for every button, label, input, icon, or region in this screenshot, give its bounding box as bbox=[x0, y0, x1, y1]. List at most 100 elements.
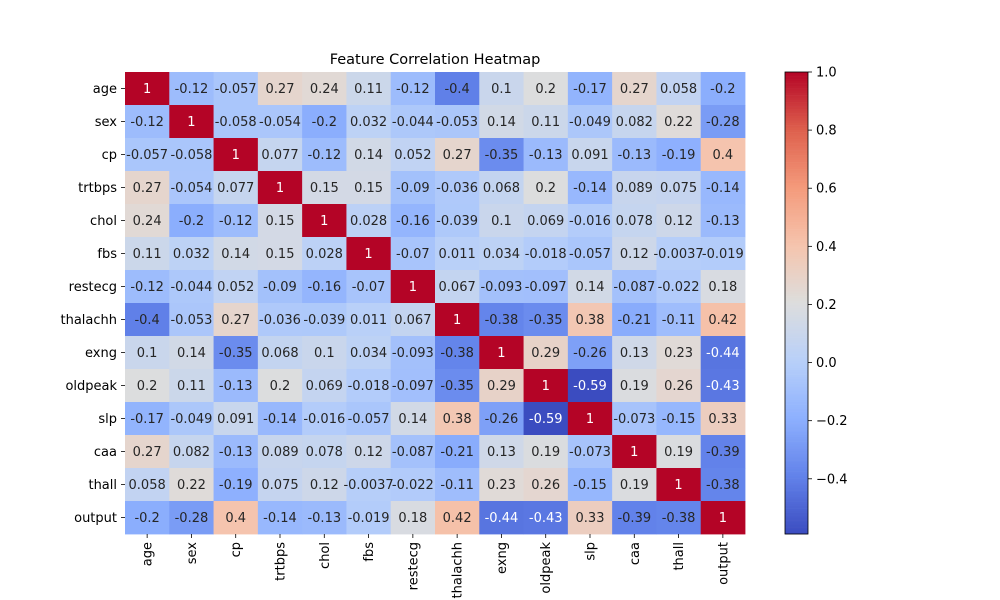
colorbar-segment bbox=[785, 171, 808, 174]
colorbar-segment bbox=[785, 346, 808, 350]
colorbar-segment bbox=[785, 379, 808, 382]
cell-annotation: 0.1 bbox=[137, 346, 158, 361]
cell-annotation: 0.12 bbox=[664, 214, 693, 229]
heatmap-cell bbox=[700, 501, 746, 535]
cell-annotation: 1 bbox=[453, 313, 461, 328]
colorbar-segment bbox=[785, 215, 808, 218]
cell-annotation: 0.052 bbox=[394, 148, 431, 163]
heatmap-cell bbox=[435, 138, 480, 172]
heatmap-cell bbox=[656, 369, 702, 403]
colorbar-segment bbox=[785, 344, 808, 348]
cell-annotation: 0.068 bbox=[261, 346, 298, 361]
colorbar-segment bbox=[785, 266, 808, 269]
cell-annotation: -0.35 bbox=[485, 148, 519, 163]
heatmap-cell bbox=[479, 435, 524, 469]
cell-annotation: -0.2 bbox=[312, 115, 337, 130]
cell-annotation: 0.14 bbox=[487, 115, 516, 130]
cell-annotation: -0.054 bbox=[259, 115, 301, 130]
colorbar-outline bbox=[784, 71, 809, 535]
heatmap-cell bbox=[656, 138, 702, 172]
y-tick-label: restecg bbox=[69, 280, 117, 295]
colorbar-segment bbox=[785, 159, 808, 163]
colorbar-segment bbox=[785, 189, 808, 193]
heatmap-cell bbox=[612, 303, 657, 337]
heatmap-cell bbox=[523, 402, 569, 436]
colorbar-segment bbox=[785, 106, 808, 110]
heatmap-cell bbox=[257, 270, 303, 304]
heatmap-cell bbox=[479, 105, 524, 139]
chart-title: Feature Correlation Heatmap bbox=[330, 52, 541, 68]
colorbar-segment bbox=[785, 134, 808, 137]
cell-annotation: 0.052 bbox=[217, 280, 254, 295]
heatmap-cell bbox=[169, 369, 214, 403]
heatmap-cell bbox=[257, 336, 303, 370]
heatmap-cell bbox=[567, 336, 613, 370]
colorbar-segment bbox=[785, 455, 808, 459]
heatmap-cell bbox=[656, 105, 702, 139]
colorbar-segment bbox=[785, 272, 808, 276]
colorbar-segment bbox=[785, 132, 808, 135]
cell-annotation: 0.26 bbox=[664, 379, 693, 394]
colorbar-segment bbox=[785, 328, 808, 332]
heatmap-cell bbox=[390, 402, 436, 436]
heatmap-cell bbox=[567, 138, 613, 172]
colorbar-segment bbox=[785, 503, 808, 507]
cell-annotation: 0.12 bbox=[354, 445, 383, 460]
colorbar-segment bbox=[785, 224, 808, 228]
heatmap-cell bbox=[523, 138, 569, 172]
heatmap-cell bbox=[302, 237, 347, 271]
heatmap-cell bbox=[523, 501, 569, 535]
heatmap-cell bbox=[169, 171, 214, 205]
colorbar-segment bbox=[785, 83, 808, 87]
cell-annotation: 0.15 bbox=[310, 181, 339, 196]
cell-annotation: -0.087 bbox=[613, 280, 655, 295]
colorbar-segment bbox=[785, 90, 808, 94]
heatmap-cell bbox=[656, 402, 702, 436]
heatmap-cell bbox=[302, 402, 347, 436]
cell-annotation: 0.42 bbox=[443, 511, 472, 526]
cell-annotation: 0.12 bbox=[310, 478, 339, 493]
cell-annotation: 1 bbox=[320, 214, 328, 229]
cell-annotation: -0.17 bbox=[130, 412, 164, 427]
cell-annotation: -0.59 bbox=[573, 379, 607, 394]
heatmap-cell bbox=[213, 369, 259, 403]
colorbar-segment bbox=[785, 314, 808, 318]
colorbar-segment bbox=[785, 312, 808, 315]
heatmap-cell bbox=[390, 72, 436, 106]
cell-annotation: 0.069 bbox=[306, 379, 343, 394]
colorbar-segment bbox=[785, 125, 808, 128]
cell-annotation: 0.032 bbox=[173, 247, 210, 262]
colorbar-segment bbox=[785, 166, 808, 170]
colorbar-segment bbox=[785, 393, 808, 396]
heatmap-cell bbox=[390, 270, 436, 304]
heatmap-cell bbox=[567, 435, 613, 469]
y-tick-label: cp bbox=[102, 148, 117, 163]
heatmap-cell bbox=[390, 204, 436, 238]
colorbar-segment bbox=[785, 307, 808, 311]
heatmap-cell bbox=[523, 105, 569, 139]
cell-annotation: -0.036 bbox=[259, 313, 301, 328]
heatmap-cell bbox=[656, 237, 702, 271]
heatmap-cell bbox=[435, 435, 480, 469]
cell-annotation: -0.13 bbox=[706, 214, 740, 229]
colorbar-segment bbox=[785, 270, 808, 274]
cell-annotation: -0.057 bbox=[215, 82, 257, 97]
colorbar-segment bbox=[785, 386, 808, 389]
cell-annotation: 0.14 bbox=[354, 148, 383, 163]
cell-annotation: 0.069 bbox=[527, 214, 564, 229]
cell-annotation: 0.078 bbox=[616, 214, 653, 229]
colorbar-segment bbox=[785, 286, 808, 290]
heatmap-cell bbox=[302, 72, 347, 106]
colorbar-segment bbox=[785, 462, 808, 465]
cell-annotation: 0.058 bbox=[660, 82, 697, 97]
heatmap-cell bbox=[169, 402, 214, 436]
y-tick-label: exng bbox=[85, 346, 117, 361]
colorbar-segment bbox=[785, 323, 808, 327]
heatmap-cell bbox=[125, 72, 170, 106]
colorbar-tick-label: 0.4 bbox=[816, 240, 837, 255]
heatmap-cell bbox=[169, 138, 214, 172]
cell-annotation: -0.057 bbox=[126, 148, 168, 163]
cell-annotation: 0.22 bbox=[177, 478, 206, 493]
colorbar-segment bbox=[785, 199, 808, 202]
heatmap-cell bbox=[302, 435, 347, 469]
